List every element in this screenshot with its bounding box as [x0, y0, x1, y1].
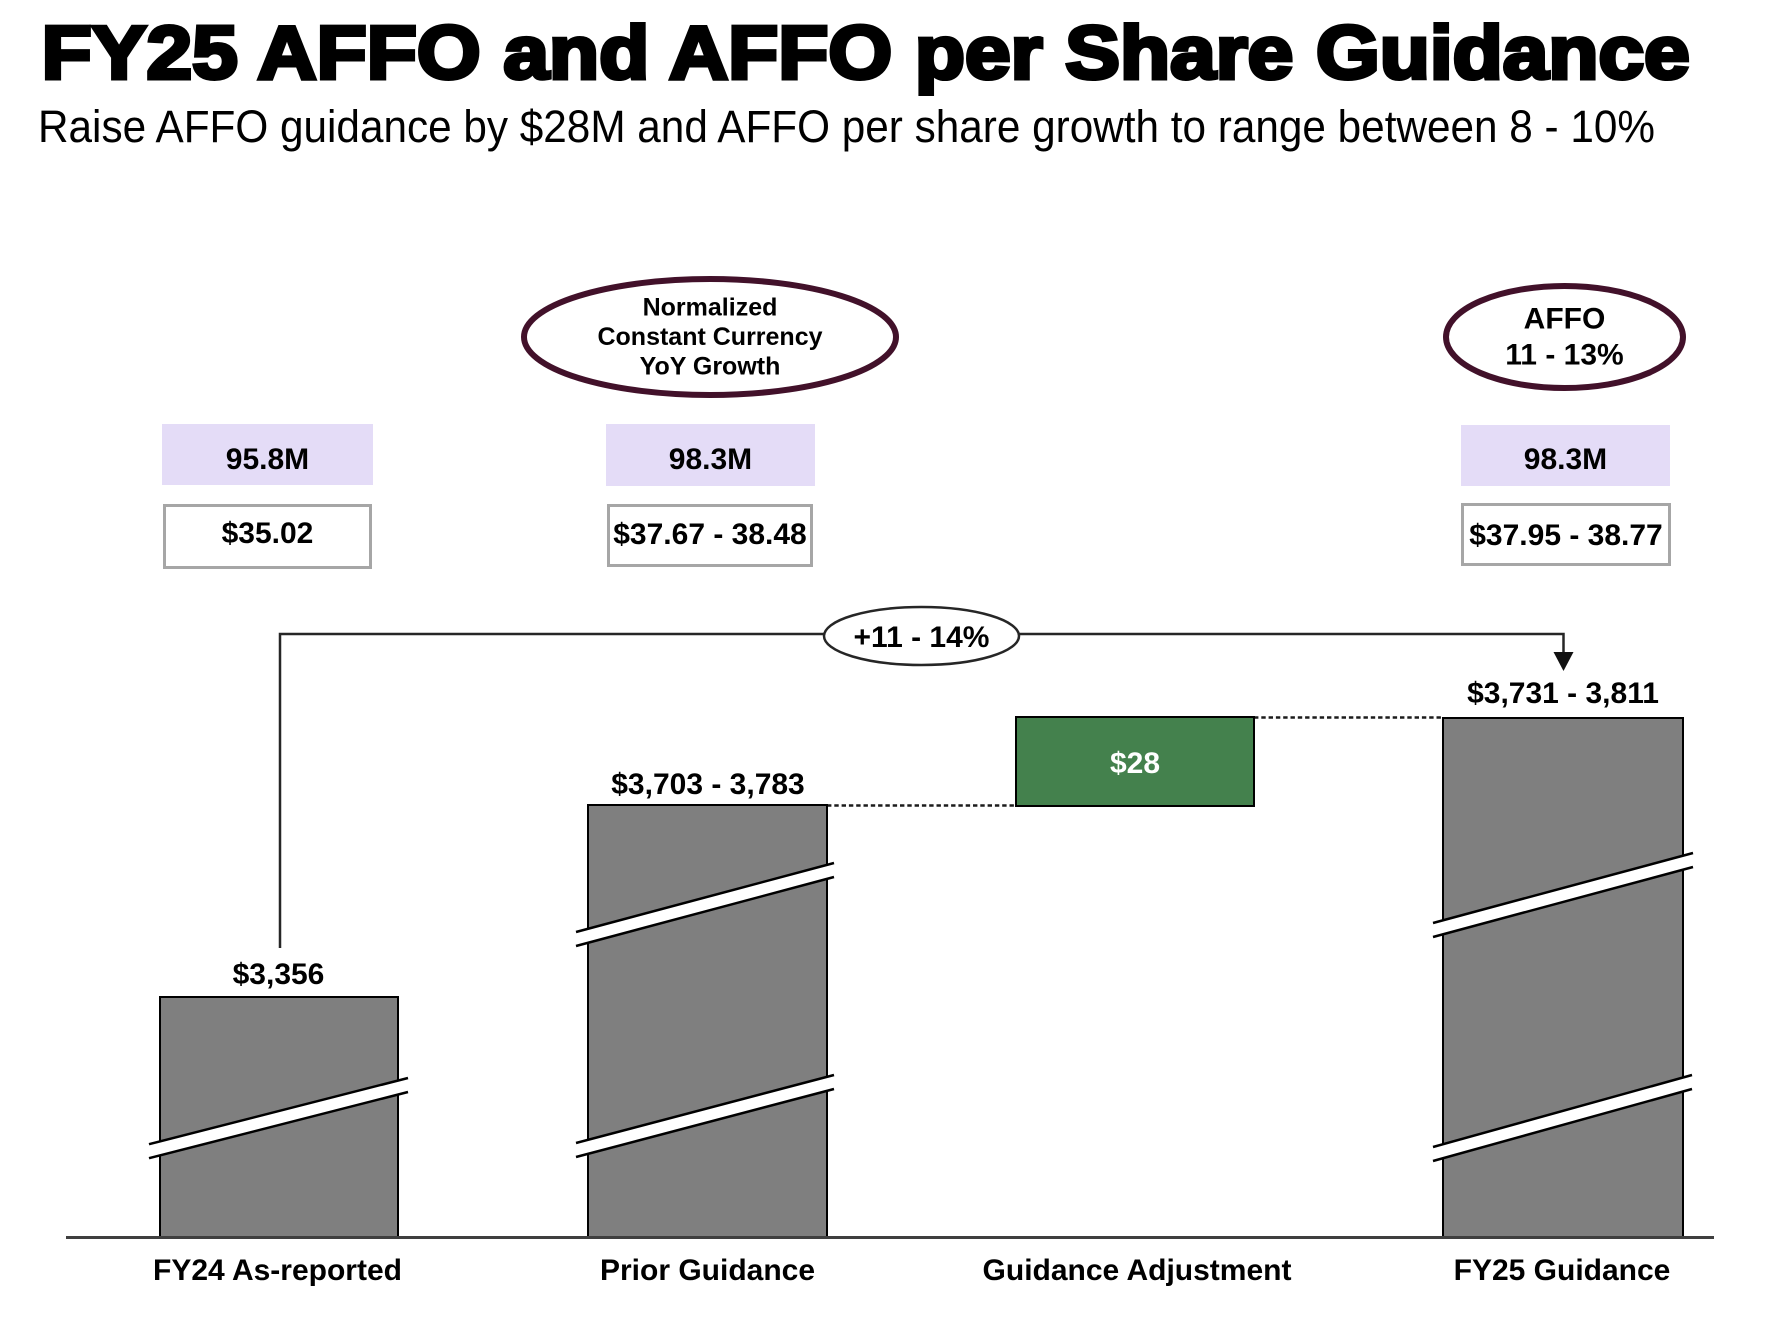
- svg-text:AFFO: AFFO: [1524, 303, 1606, 336]
- svg-text:FY24 As-reported: FY24 As-reported: [153, 1254, 402, 1287]
- svg-text:YoY Growth: YoY Growth: [640, 353, 781, 381]
- svg-text:$35.02: $35.02: [222, 517, 314, 550]
- svg-text:$3,731 - 3,811: $3,731 - 3,811: [1467, 677, 1659, 710]
- svg-text:FY25 Guidance: FY25 Guidance: [1454, 1254, 1671, 1287]
- svg-text:95.8M: 95.8M: [226, 443, 309, 476]
- svg-text:FY25 AFFO and AFFO per Share G: FY25 AFFO and AFFO per Share Guidance: [42, 11, 1690, 95]
- svg-text:$3,703 - 3,783: $3,703 - 3,783: [611, 768, 805, 801]
- svg-text:11 - 13%: 11 - 13%: [1505, 339, 1623, 372]
- svg-text:Constant Currency: Constant Currency: [597, 323, 822, 351]
- svg-text:$28: $28: [1110, 747, 1160, 780]
- svg-text:$37.67 - 38.48: $37.67 - 38.48: [613, 518, 807, 551]
- svg-text:$37.95 - 38.77: $37.95 - 38.77: [1469, 519, 1663, 552]
- svg-text:98.3M: 98.3M: [1524, 443, 1607, 476]
- svg-text:Guidance Adjustment: Guidance Adjustment: [983, 1254, 1292, 1287]
- svg-text:$3,356: $3,356: [233, 958, 325, 991]
- svg-text:Prior Guidance: Prior Guidance: [600, 1254, 815, 1287]
- svg-text:Raise AFFO guidance by $28M an: Raise AFFO guidance by $28M and AFFO per…: [38, 101, 1655, 152]
- svg-text:Normalized: Normalized: [643, 294, 778, 322]
- svg-text:98.3M: 98.3M: [669, 443, 752, 476]
- svg-text:+11 - 14%: +11 - 14%: [854, 621, 990, 654]
